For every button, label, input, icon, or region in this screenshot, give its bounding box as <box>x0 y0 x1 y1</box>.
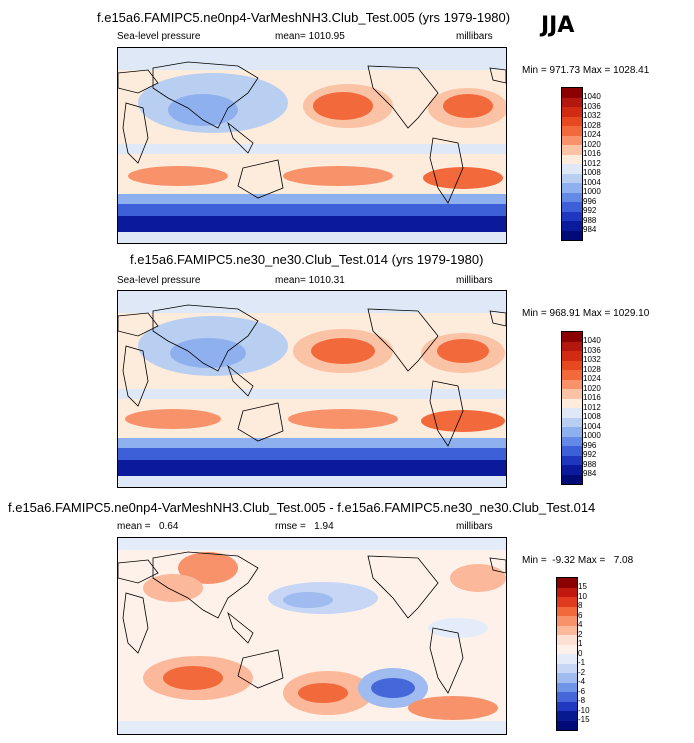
panel-3-colorbar-label: -4 <box>578 677 586 686</box>
season-label: JJA <box>541 13 575 38</box>
panel-3-colorbar-label: 10 <box>578 591 587 601</box>
panel-3-colorbar-label: 15 <box>578 582 587 591</box>
panel-3-colorbar: 15 10 8 6 4 2 1 0 -1 -2 -4 -6 -8 -10 -15 <box>556 577 590 731</box>
panel-3-colorbar-label: 0 <box>578 648 583 658</box>
panel-1-colorbar-label: 988 <box>583 215 597 225</box>
panel-1-colorbar-label: 992 <box>583 206 597 215</box>
panel-1-colorbar-label: 1008 <box>583 168 601 177</box>
panel-1-colorbar-label: 1028 <box>583 120 601 130</box>
panel-3-colorbar-label: 4 <box>578 620 583 629</box>
panel-2-colorbar-label: 1036 <box>583 345 601 355</box>
panel-2-colorbar-label: 1040 <box>583 336 601 345</box>
panel-1-colorbar-label: 1000 <box>583 187 601 196</box>
panel-2-colorbar-label: 1004 <box>583 421 601 431</box>
panel-1-minmax-label: Min = 971.73 Max = 1028.41 <box>522 65 650 76</box>
panel-3-colorbar-label: -2 <box>578 667 586 677</box>
panel-2-units-label: millibars <box>456 275 493 286</box>
panel-1-variable-label: Sea-level pressure <box>117 31 201 42</box>
panel-1-colorbar-label: 1040 <box>583 92 601 101</box>
panel-3-minmax-label: Min = -9.32 Max = 7.08 <box>522 555 634 566</box>
panel-2-colorbar-swatches <box>561 331 583 485</box>
panel-1-colorbar-label: 1036 <box>583 101 601 111</box>
panel-2-colorbar-label: 1032 <box>583 355 601 364</box>
panel-2-colorbar-label: 988 <box>583 459 597 469</box>
panel-3-units-label: millibars <box>456 521 493 532</box>
panel-1-colorbar-label: 1016 <box>583 149 601 158</box>
panel-2-title: f.e15a6.FAMIPC5.ne30_ne30.Club_Test.014 … <box>130 252 484 267</box>
panel-2-colorbar-label: 1000 <box>583 431 601 440</box>
panel-1-title: f.e15a6.FAMIPC5.ne0np4-VarMeshNH3.Club_T… <box>97 10 511 25</box>
panel-3-mean-label: mean = 0.64 <box>117 521 179 532</box>
panel-3-colorbar-label: -6 <box>578 686 586 696</box>
panel-1-map <box>117 47 507 244</box>
panel-3-title: f.e15a6.FAMIPC5.ne0np4-VarMeshNH3.Club_T… <box>8 500 596 515</box>
panel-2-colorbar-label: 1008 <box>583 412 601 421</box>
panel-2-colorbar-label: 996 <box>583 440 597 450</box>
panel-2-colorbar: 1040 1036 1032 1028 1024 1020 1016 1012 … <box>561 331 601 485</box>
panel-3-colorbar-label: -8 <box>578 696 586 705</box>
panel-1-colorbar-label: 1020 <box>583 139 601 149</box>
panel-3-colorbar-label: -15 <box>578 715 590 724</box>
panel-1-colorbar-swatches <box>561 87 583 241</box>
panel-3-colorbar-swatches <box>556 577 578 731</box>
panel-3-colorbar-label: 2 <box>578 629 583 639</box>
panel-1-colorbar-label: 1012 <box>583 158 601 168</box>
panel-1-colorbar-label: 1024 <box>583 130 601 139</box>
panel-1-colorbar-label: 984 <box>583 225 597 234</box>
panel-2-colorbar-label: 1024 <box>583 374 601 383</box>
panel-3-map-graphic <box>118 538 506 734</box>
panel-3-colorbar-label: 6 <box>578 610 583 620</box>
panel-2-map <box>117 290 507 488</box>
panel-1-map-graphic <box>118 48 506 243</box>
panel-2-minmax-label: Min = 968.91 Max = 1029.10 <box>522 308 650 319</box>
panel-3-colorbar-label: 8 <box>578 601 583 610</box>
panel-1-colorbar-label: 1004 <box>583 177 601 187</box>
panel-1-mean-label: mean= 1010.95 <box>275 31 345 42</box>
panel-2-colorbar-label: 1028 <box>583 364 601 374</box>
panel-3-colorbar-label: -10 <box>578 705 590 715</box>
panel-2-colorbar-label: 1012 <box>583 402 601 412</box>
panel-2-colorbar-label: 1020 <box>583 383 601 393</box>
panel-2-colorbar-label: 984 <box>583 469 597 478</box>
panel-2-variable-label: Sea-level pressure <box>117 275 201 286</box>
panel-3-rmse-label: rmse = 1.94 <box>275 521 334 532</box>
panel-2-colorbar-label: 1016 <box>583 393 601 402</box>
panel-3-map <box>117 537 507 735</box>
panel-2-mean-label: mean= 1010.31 <box>275 275 345 286</box>
panel-3-colorbar-label: 1 <box>578 639 583 648</box>
panel-1-units-label: millibars <box>456 31 493 42</box>
panel-3-colorbar-label: -1 <box>578 658 586 667</box>
panel-1-colorbar-label: 1032 <box>583 111 601 120</box>
panel-1-colorbar: 1040 1036 1032 1028 1024 1020 1016 1012 … <box>561 87 601 241</box>
panel-2-colorbar-label: 992 <box>583 450 597 459</box>
panel-1-colorbar-label: 996 <box>583 196 597 206</box>
panel-2-map-graphic <box>118 291 506 487</box>
